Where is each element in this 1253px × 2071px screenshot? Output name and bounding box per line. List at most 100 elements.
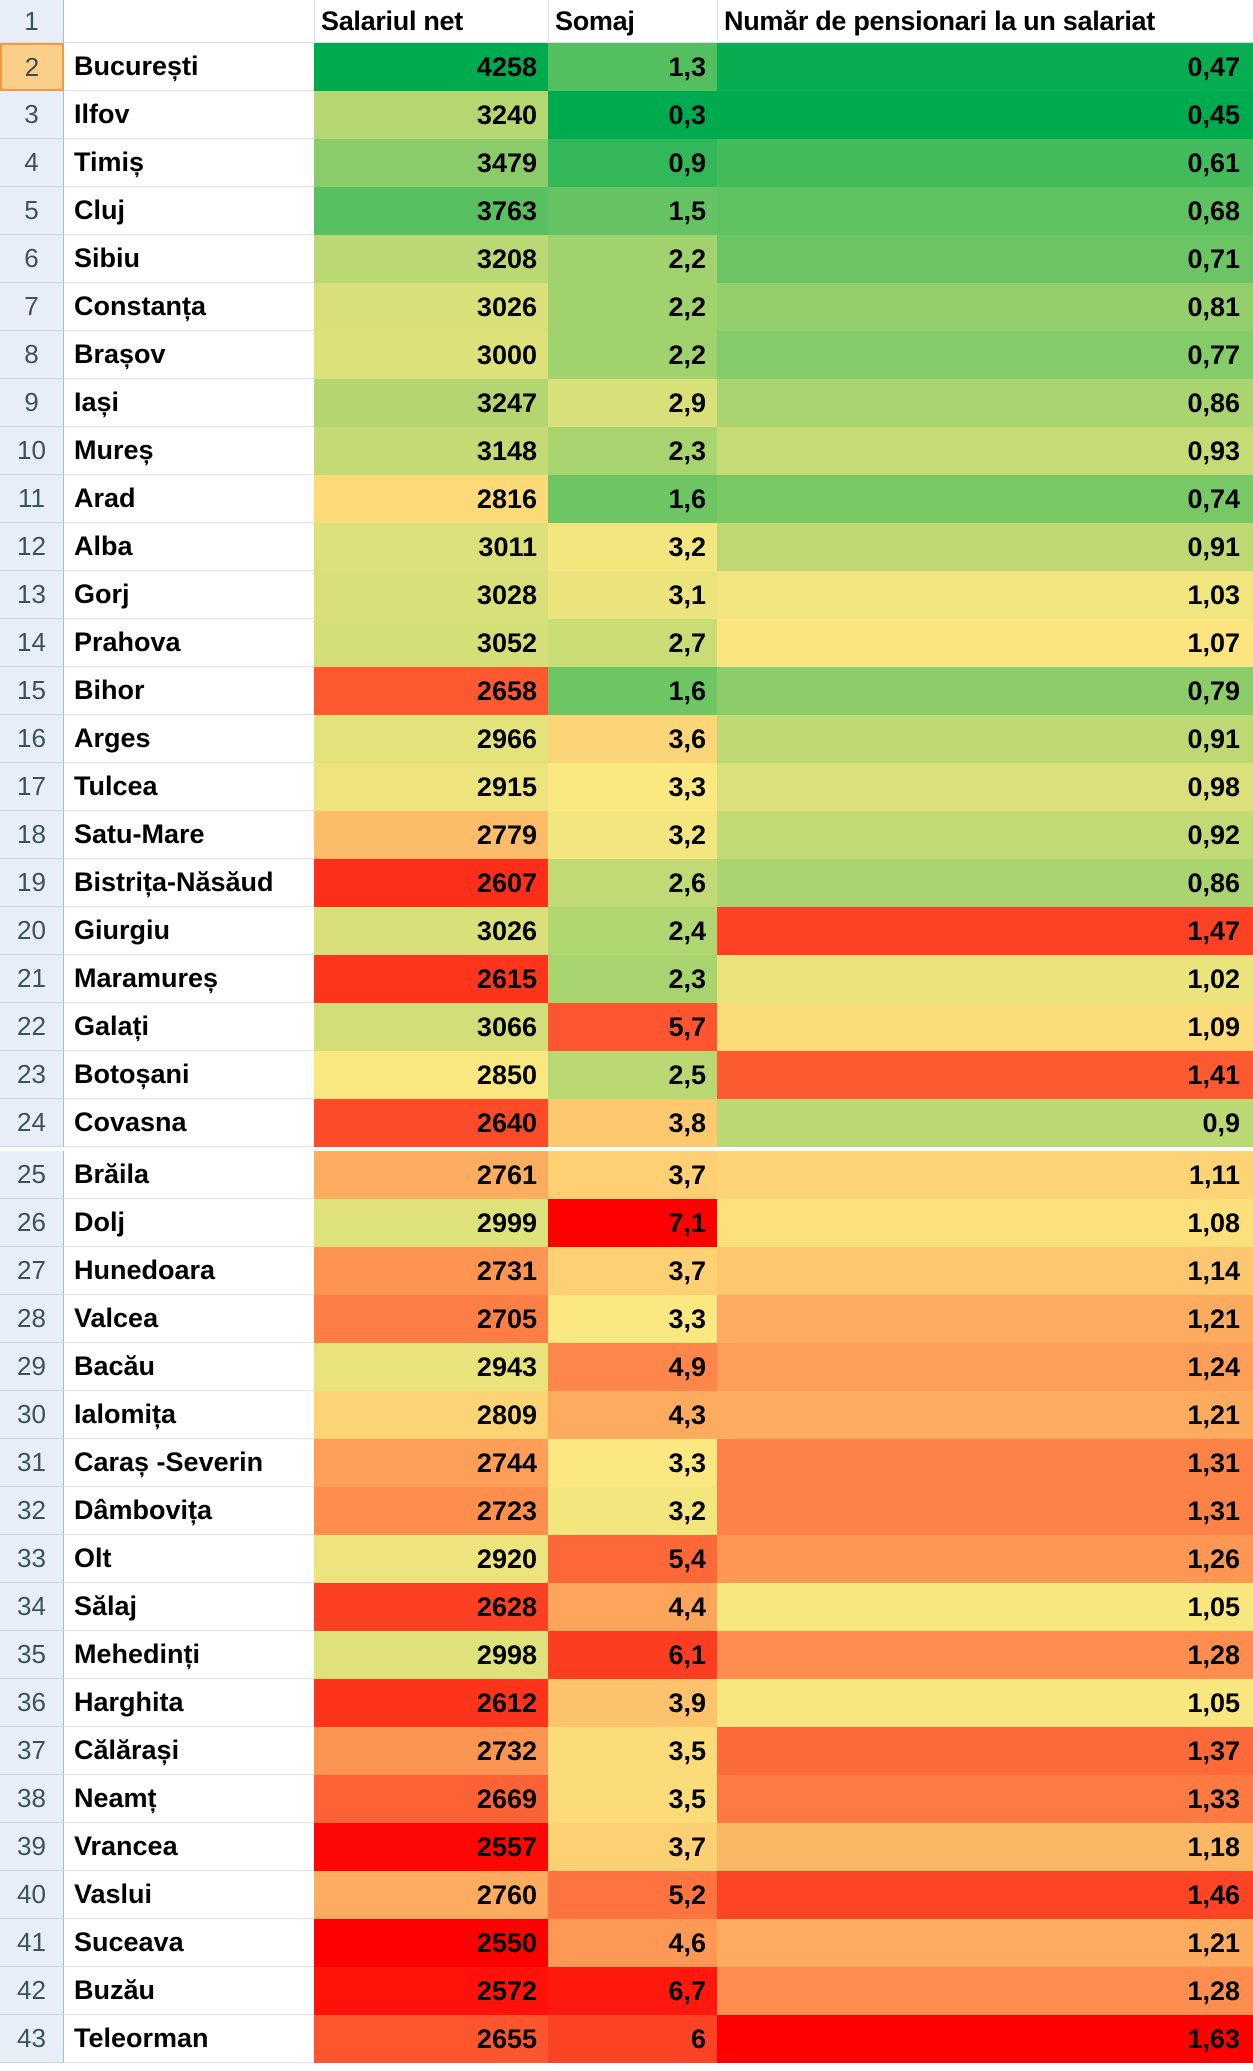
unemployment-cell[interactable]: 3,1 (548, 571, 717, 619)
salary-cell[interactable]: 2850 (314, 1051, 548, 1099)
pensioners-cell[interactable]: 1,07 (717, 619, 1253, 667)
row-number-cell[interactable]: 6 (0, 235, 64, 283)
unemployment-cell[interactable]: 2,2 (548, 283, 717, 331)
county-name-cell[interactable]: Ialomița (64, 1391, 314, 1439)
county-name-cell[interactable]: Giurgiu (64, 907, 314, 955)
pensioners-cell[interactable]: 0,77 (717, 331, 1253, 379)
county-name-cell[interactable]: Constanța (64, 283, 314, 331)
row-number-cell[interactable]: 15 (0, 667, 64, 715)
row-number-cell[interactable]: 26 (0, 1199, 64, 1247)
pensioners-cell[interactable]: 0,92 (717, 811, 1253, 859)
county-name-cell[interactable]: Brașov (64, 331, 314, 379)
row-number-cell[interactable]: 5 (0, 187, 64, 235)
row-number-cell[interactable]: 23 (0, 1051, 64, 1099)
county-name-cell[interactable]: Valcea (64, 1295, 314, 1343)
salary-cell[interactable]: 2915 (314, 763, 548, 811)
unemployment-cell[interactable]: 3,7 (548, 1823, 717, 1871)
county-name-cell[interactable]: Bistrița-Năsăud (64, 859, 314, 907)
county-name-cell[interactable]: Dolj (64, 1199, 314, 1247)
pensioners-cell[interactable]: 0,98 (717, 763, 1253, 811)
row-number-cell[interactable]: 9 (0, 379, 64, 427)
pensioners-cell[interactable]: 1,09 (717, 1003, 1253, 1051)
row-number-cell[interactable]: 21 (0, 955, 64, 1003)
salary-cell[interactable]: 3148 (314, 427, 548, 475)
salary-cell[interactable]: 2615 (314, 955, 548, 1003)
row-number-cell[interactable]: 36 (0, 1679, 64, 1727)
row-number-cell[interactable]: 2 (0, 43, 64, 91)
unemployment-cell[interactable]: 4,6 (548, 1919, 717, 1967)
row-number-cell[interactable]: 14 (0, 619, 64, 667)
county-name-cell[interactable]: Vaslui (64, 1871, 314, 1919)
county-name-cell[interactable]: Călărași (64, 1727, 314, 1775)
unemployment-cell[interactable]: 3,2 (548, 811, 717, 859)
pensioners-cell[interactable]: 0,71 (717, 235, 1253, 283)
salary-cell[interactable]: 2920 (314, 1535, 548, 1583)
pensioners-cell[interactable]: 0,93 (717, 427, 1253, 475)
unemployment-cell[interactable]: 5,2 (548, 1871, 717, 1919)
row-number-cell[interactable]: 17 (0, 763, 64, 811)
row-number-cell[interactable]: 35 (0, 1631, 64, 1679)
pensioners-cell[interactable]: 1,21 (717, 1295, 1253, 1343)
unemployment-cell[interactable]: 2,2 (548, 235, 717, 283)
pensioners-cell[interactable]: 1,08 (717, 1199, 1253, 1247)
unemployment-cell[interactable]: 3,3 (548, 1295, 717, 1343)
unemployment-cell[interactable]: 5,4 (548, 1535, 717, 1583)
unemployment-cell[interactable]: 1,6 (548, 475, 717, 523)
row-number-cell[interactable]: 20 (0, 907, 64, 955)
county-name-cell[interactable]: Mehedinți (64, 1631, 314, 1679)
unemployment-cell[interactable]: 0,9 (548, 139, 717, 187)
county-name-cell[interactable]: Botoșani (64, 1051, 314, 1099)
county-name-cell[interactable]: Satu-Mare (64, 811, 314, 859)
pensioners-cell[interactable]: 0,91 (717, 715, 1253, 763)
salary-cell[interactable]: 2669 (314, 1775, 548, 1823)
unemployment-cell[interactable]: 3,2 (548, 1487, 717, 1535)
salary-cell[interactable]: 2744 (314, 1439, 548, 1487)
unemployment-cell[interactable]: 6,7 (548, 1967, 717, 2015)
county-name-cell[interactable]: Buzău (64, 1967, 314, 2015)
unemployment-cell[interactable]: 2,6 (548, 859, 717, 907)
unemployment-cell[interactable]: 2,7 (548, 619, 717, 667)
salary-cell[interactable]: 3763 (314, 187, 548, 235)
pensioners-cell[interactable]: 0,68 (717, 187, 1253, 235)
row-number-cell[interactable]: 28 (0, 1295, 64, 1343)
county-name-cell[interactable]: Neamț (64, 1775, 314, 1823)
row-number-cell[interactable]: 41 (0, 1919, 64, 1967)
salary-cell[interactable]: 2705 (314, 1295, 548, 1343)
row-number-cell[interactable]: 7 (0, 283, 64, 331)
unemployment-cell[interactable]: 3,5 (548, 1775, 717, 1823)
unemployment-cell[interactable]: 5,7 (548, 1003, 717, 1051)
salary-cell[interactable]: 3240 (314, 91, 548, 139)
county-name-cell[interactable]: Hunedoara (64, 1247, 314, 1295)
salary-cell[interactable]: 3028 (314, 571, 548, 619)
row-number-cell[interactable]: 32 (0, 1487, 64, 1535)
salary-cell[interactable]: 3026 (314, 907, 548, 955)
county-name-cell[interactable]: Covasna (64, 1099, 314, 1147)
unemployment-cell[interactable]: 3,8 (548, 1099, 717, 1147)
county-name-cell[interactable]: Bacău (64, 1343, 314, 1391)
county-name-cell[interactable]: Teleorman (64, 2015, 314, 2063)
pensioners-cell[interactable]: 0,86 (717, 379, 1253, 427)
salary-cell[interactable]: 2809 (314, 1391, 548, 1439)
pensioners-cell[interactable]: 1,46 (717, 1871, 1253, 1919)
row-number-cell[interactable]: 3 (0, 91, 64, 139)
unemployment-cell[interactable]: 3,3 (548, 1439, 717, 1487)
pensioners-cell[interactable]: 1,02 (717, 955, 1253, 1003)
county-name-cell[interactable]: Iași (64, 379, 314, 427)
pensioners-cell[interactable]: 0,9 (717, 1099, 1253, 1147)
salary-cell[interactable]: 2612 (314, 1679, 548, 1727)
salary-cell[interactable]: 2640 (314, 1099, 548, 1147)
salary-header-cell[interactable]: Salariul net (314, 0, 548, 43)
county-name-cell[interactable]: Cluj (64, 187, 314, 235)
row-number-cell[interactable]: 12 (0, 523, 64, 571)
salary-cell[interactable]: 3026 (314, 283, 548, 331)
row-number-cell[interactable]: 37 (0, 1727, 64, 1775)
pensioners-cell[interactable]: 0,79 (717, 667, 1253, 715)
unemployment-cell[interactable]: 2,4 (548, 907, 717, 955)
unemployment-cell[interactable]: 2,9 (548, 379, 717, 427)
row-number-cell[interactable]: 27 (0, 1247, 64, 1295)
pensioners-cell[interactable]: 1,47 (717, 907, 1253, 955)
salary-cell[interactable]: 2655 (314, 2015, 548, 2063)
salary-cell[interactable]: 2966 (314, 715, 548, 763)
unemployment-cell[interactable]: 4,9 (548, 1343, 717, 1391)
county-name-cell[interactable]: Olt (64, 1535, 314, 1583)
